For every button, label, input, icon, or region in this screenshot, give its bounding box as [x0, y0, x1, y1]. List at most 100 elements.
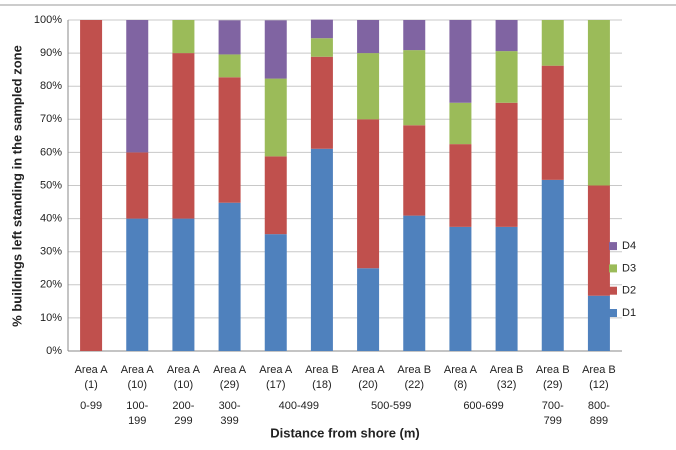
x-tick-label-line: Area A — [213, 364, 247, 376]
x-tick-label-line: Area B — [582, 364, 616, 376]
bar-segment — [218, 202, 241, 351]
y-tick-label: 40% — [40, 213, 62, 225]
bar-segment — [126, 152, 149, 219]
group-label: 400-499 — [279, 400, 319, 412]
x-tick-label-line: Area A — [352, 364, 386, 376]
bar-segment — [403, 20, 426, 51]
group-label-line: 100- — [126, 400, 148, 412]
bar-segment — [495, 20, 518, 52]
x-tick-label: Area B (29) — [536, 364, 570, 391]
bar-segment — [172, 20, 195, 54]
x-tick-label: Area B (22) — [397, 364, 431, 391]
group-label: 600-699 — [463, 400, 503, 412]
legend-label: D4 — [622, 240, 636, 252]
x-tick-label: Area A (17) — [259, 364, 293, 391]
bar-segment — [449, 20, 472, 103]
x-axis-title: Distance from shore (m) — [270, 425, 420, 440]
bar-segment — [449, 144, 472, 227]
bar-segment — [218, 54, 241, 78]
x-tick-label-line: (10) — [174, 379, 194, 391]
group-label-line: 299 — [174, 415, 192, 427]
bar-segment — [357, 20, 380, 54]
bar-segment — [172, 218, 195, 351]
bar-segment — [264, 78, 287, 157]
bar-segment — [495, 226, 518, 351]
bar-segment — [449, 226, 472, 351]
y-tick-label: 70% — [40, 113, 62, 125]
x-tick-label: Area B (32) — [490, 364, 524, 391]
x-tick-label-line: (18) — [312, 379, 332, 391]
group-label-line: 200- — [172, 400, 194, 412]
group-label: 500-599 — [371, 400, 411, 412]
y-axis-title: % buildings left standing in the sampled… — [9, 45, 24, 327]
x-tick-label-line: (22) — [404, 379, 424, 391]
x-tick-label-line: Area B — [490, 364, 524, 376]
group-label: 800- 899 — [588, 400, 610, 427]
bar-segment — [80, 20, 103, 351]
group-label-line: 800- — [588, 400, 610, 412]
legend-label: D2 — [622, 285, 636, 297]
bar-segment — [587, 20, 610, 186]
bar-segment — [541, 179, 564, 351]
x-tick-label-line: Area A — [167, 364, 201, 376]
bar-segment — [310, 56, 333, 149]
y-tick-label: 80% — [40, 80, 62, 92]
bar-segment — [264, 234, 287, 351]
group-label: 700- 799 — [542, 400, 564, 427]
bar-segment — [218, 20, 241, 55]
legend-swatch — [609, 286, 617, 295]
bar-segment — [357, 268, 380, 351]
legend-label: D3 — [622, 262, 636, 274]
x-tick-label-line: Area A — [121, 364, 155, 376]
bar-segment — [126, 218, 149, 351]
x-tick-label-line: (17) — [266, 379, 286, 391]
y-tick-label: 20% — [40, 279, 62, 291]
x-tick-label: Area A (10) — [167, 364, 201, 391]
bar-segment — [218, 77, 241, 203]
group-label-line: 199 — [128, 415, 146, 427]
bar-segment — [495, 102, 518, 227]
bar-segment — [172, 53, 195, 219]
bar-segment — [357, 119, 380, 269]
bar-segment — [541, 65, 564, 180]
bar-segment — [264, 20, 287, 79]
x-tick-label-line: (29) — [220, 379, 240, 391]
y-tick-label: 50% — [40, 179, 62, 191]
bar-segment — [449, 102, 472, 145]
bar-segment — [403, 50, 426, 126]
x-tick-label: Area A (10) — [121, 364, 155, 391]
group-label: 0-99 — [80, 400, 102, 412]
x-tick-label-line: (29) — [543, 379, 563, 391]
group-label: 300- 399 — [219, 400, 241, 427]
bar-segment — [126, 20, 149, 153]
x-tick-label-line: (20) — [358, 379, 378, 391]
group-label: 200- 299 — [172, 400, 194, 427]
x-tick-label: Area A (20) — [352, 364, 386, 391]
x-tick-label: Area B (12) — [582, 364, 616, 391]
x-tick-label-line: (32) — [497, 379, 517, 391]
bar-segment — [310, 38, 333, 57]
legend-swatch — [609, 264, 617, 273]
bar-segment — [403, 215, 426, 351]
x-tick-label-line: (8) — [454, 379, 467, 391]
x-tick-label-line: (10) — [127, 379, 147, 391]
bar-segment — [403, 125, 426, 216]
legend-swatch — [609, 242, 617, 251]
group-label-line: 300- — [219, 400, 241, 412]
bar-segment — [541, 20, 564, 66]
legend-label: D1 — [622, 307, 636, 319]
bar-segment — [357, 53, 380, 120]
x-tick-label-line: Area B — [397, 364, 431, 376]
group-label: 100- 199 — [126, 400, 148, 427]
bar-segment — [587, 295, 610, 351]
y-tick-label: 100% — [34, 14, 62, 26]
x-tick-label: Area A (8) — [444, 364, 478, 391]
group-label-line: 399 — [220, 415, 238, 427]
y-tick-label: 10% — [40, 312, 62, 324]
bar-segment — [587, 185, 610, 296]
x-tick-label-line: Area B — [305, 364, 339, 376]
x-tick-label-line: Area B — [536, 364, 570, 376]
bar-segment — [310, 148, 333, 351]
group-label-line: 899 — [590, 415, 608, 427]
bar-segment — [495, 51, 518, 103]
